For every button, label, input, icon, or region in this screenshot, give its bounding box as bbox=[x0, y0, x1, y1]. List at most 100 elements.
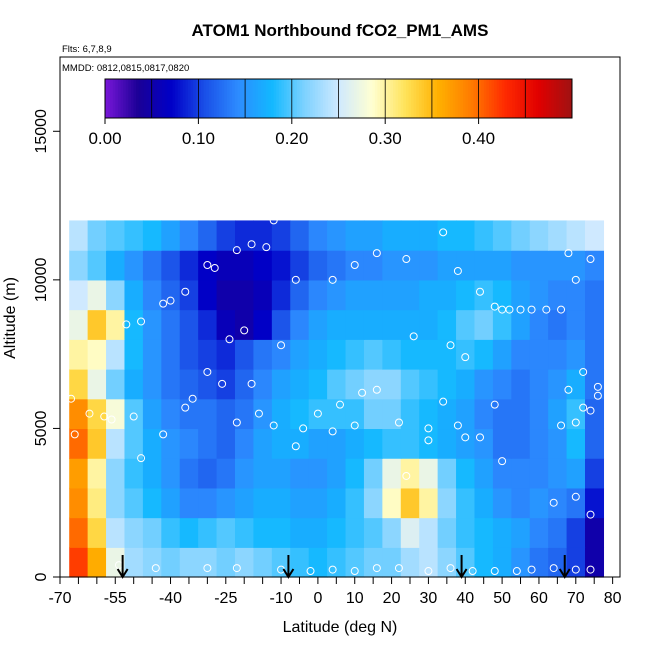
heatmap-cell bbox=[437, 458, 457, 489]
heatmap-cell bbox=[548, 547, 568, 578]
sample-point bbox=[210, 263, 219, 272]
heatmap-cell bbox=[345, 547, 365, 578]
sample-point bbox=[291, 442, 300, 451]
heatmap-cell bbox=[474, 220, 494, 251]
heatmap-cell bbox=[69, 279, 89, 311]
colorbar-swatch bbox=[494, 79, 498, 118]
colorbar-swatch bbox=[341, 79, 345, 118]
colorbar-swatch bbox=[115, 79, 119, 118]
heatmap-cell bbox=[437, 547, 457, 578]
colorbar-swatch bbox=[460, 79, 464, 118]
heatmap-cell bbox=[566, 517, 586, 548]
x-tick-label: 40 bbox=[456, 590, 474, 607]
colorbar-swatch bbox=[377, 79, 381, 118]
colorbar-swatch bbox=[566, 79, 570, 118]
heatmap-cell bbox=[382, 369, 402, 400]
colorbar-swatch bbox=[556, 79, 560, 118]
colorbar-swatch bbox=[390, 79, 394, 118]
heatmap-cell bbox=[548, 279, 568, 311]
y-tick-label: 10000 bbox=[33, 258, 50, 303]
heatmap-cell bbox=[437, 487, 457, 519]
sample-point bbox=[181, 287, 190, 296]
colorbar-swatch bbox=[551, 79, 555, 118]
colorbar-swatch bbox=[263, 79, 267, 118]
heatmap-cell bbox=[327, 339, 347, 370]
heatmap-cell bbox=[216, 220, 236, 251]
sample-point bbox=[586, 565, 595, 574]
heatmap-cell bbox=[400, 517, 420, 548]
colorbar-swatch bbox=[343, 79, 347, 118]
sample-point bbox=[579, 367, 588, 376]
heatmap-cell bbox=[271, 220, 291, 251]
heatmap-cell bbox=[216, 309, 236, 340]
colorbar-swatch bbox=[564, 79, 568, 118]
colorbar-swatch bbox=[172, 79, 176, 118]
colorbar-swatch bbox=[447, 79, 451, 118]
heatmap-cell bbox=[566, 369, 586, 400]
colorbar-swatch bbox=[123, 79, 127, 118]
heatmap-cell bbox=[511, 428, 531, 459]
colorbar-swatch bbox=[361, 79, 365, 118]
heatmap-cell bbox=[69, 250, 89, 281]
heatmap-cell bbox=[142, 398, 162, 430]
heatmap-cell bbox=[235, 428, 255, 459]
heatmap-cell bbox=[235, 220, 255, 251]
sample-point bbox=[372, 564, 381, 573]
colorbar-swatch bbox=[284, 79, 288, 118]
colorbar-swatch bbox=[514, 79, 519, 118]
colorbar-swatch bbox=[338, 79, 342, 118]
colorbar-swatch bbox=[325, 79, 329, 118]
colorbar-swatch bbox=[491, 79, 495, 118]
sample-point bbox=[159, 430, 168, 439]
colorbar-swatch bbox=[216, 79, 220, 118]
heatmap-cell bbox=[345, 369, 365, 400]
heatmap-cell bbox=[327, 279, 347, 311]
heatmap-cell bbox=[106, 517, 126, 548]
colorbar-swatch bbox=[198, 79, 202, 118]
heatmap-cell bbox=[345, 339, 365, 370]
heatmap-cell bbox=[308, 220, 328, 251]
sample-point bbox=[129, 412, 138, 421]
colorbar-swatch bbox=[211, 79, 215, 118]
colorbar-swatch bbox=[330, 79, 334, 118]
colorbar-swatch bbox=[136, 79, 140, 118]
colorbar-swatch bbox=[245, 79, 249, 118]
heatmap-cell bbox=[235, 279, 255, 311]
colorbar-swatch bbox=[522, 79, 526, 118]
colorbar-frame bbox=[104, 78, 573, 119]
heatmap-cell bbox=[271, 279, 291, 311]
heatmap-cell bbox=[161, 309, 181, 340]
heatmap-cell bbox=[87, 220, 107, 251]
heatmap-cell bbox=[235, 339, 255, 370]
heatmap-cell bbox=[327, 517, 347, 548]
heatmap-cell bbox=[382, 220, 402, 251]
heatmap-cell bbox=[474, 398, 494, 430]
colorbar-swatch bbox=[226, 79, 231, 118]
heatmap-cell bbox=[198, 220, 218, 251]
colorbar-swatch bbox=[307, 79, 311, 118]
colorbar-swatch bbox=[351, 79, 355, 118]
heatmap-cell bbox=[106, 428, 126, 459]
heatmap-cell bbox=[456, 398, 476, 430]
heatmap-cell bbox=[474, 487, 494, 519]
sample-point bbox=[372, 249, 381, 258]
heatmap-cell bbox=[566, 428, 586, 459]
sample-point bbox=[291, 275, 300, 284]
colorbar-swatch bbox=[424, 79, 428, 118]
heatmap-cell bbox=[124, 369, 144, 400]
colorbar-swatch bbox=[206, 79, 210, 118]
sample-point bbox=[402, 255, 411, 264]
heatmap-cell bbox=[492, 279, 512, 311]
heatmap-cell bbox=[548, 250, 568, 281]
sample-point bbox=[542, 305, 551, 314]
heatmap-cell bbox=[179, 250, 199, 281]
heatmap-cell bbox=[566, 250, 586, 281]
heatmap-cell bbox=[492, 369, 512, 400]
sample-point bbox=[593, 382, 602, 391]
colorbar-swatch bbox=[444, 79, 448, 118]
heatmap-cell bbox=[566, 309, 586, 340]
colorbar-swatch bbox=[317, 79, 321, 118]
heatmap-cell bbox=[511, 250, 531, 281]
colorbar-swatch bbox=[291, 79, 295, 118]
